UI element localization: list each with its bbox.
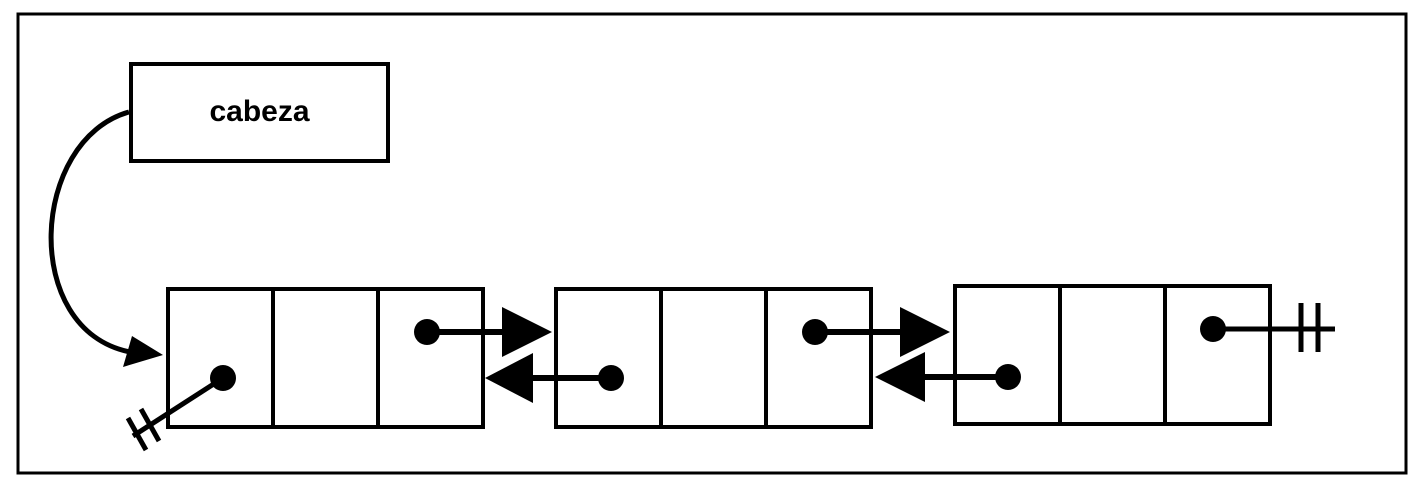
node-1: [125, 287, 552, 452]
null-terminator-mark: [138, 407, 162, 443]
arrowhead: [900, 307, 950, 357]
diagram-frame: [16, 12, 1408, 475]
node-2: [485, 287, 950, 429]
node-1-next-pointer: [414, 307, 552, 357]
node-3-next-null: [1200, 303, 1335, 352]
node-2-box: [554, 287, 873, 429]
node-3-prev-pointer: [875, 352, 1021, 402]
node-3-box: [953, 284, 1272, 426]
head-pointer: cabeza: [129, 62, 390, 163]
arrowhead: [485, 353, 533, 403]
node-1-prev-null: [125, 365, 236, 452]
head-arrow: [48, 109, 163, 367]
head-arrow-tip: [123, 336, 163, 367]
arrowhead: [875, 352, 925, 402]
head-box: [129, 62, 390, 163]
arrowhead: [502, 307, 552, 357]
head-label: cabeza: [209, 95, 309, 128]
node-3: [875, 284, 1335, 426]
node-2-next-pointer: [802, 307, 950, 357]
node-2-prev-pointer: [485, 353, 624, 403]
null-terminator-mark: [125, 416, 149, 452]
node-1-box: [166, 287, 485, 429]
